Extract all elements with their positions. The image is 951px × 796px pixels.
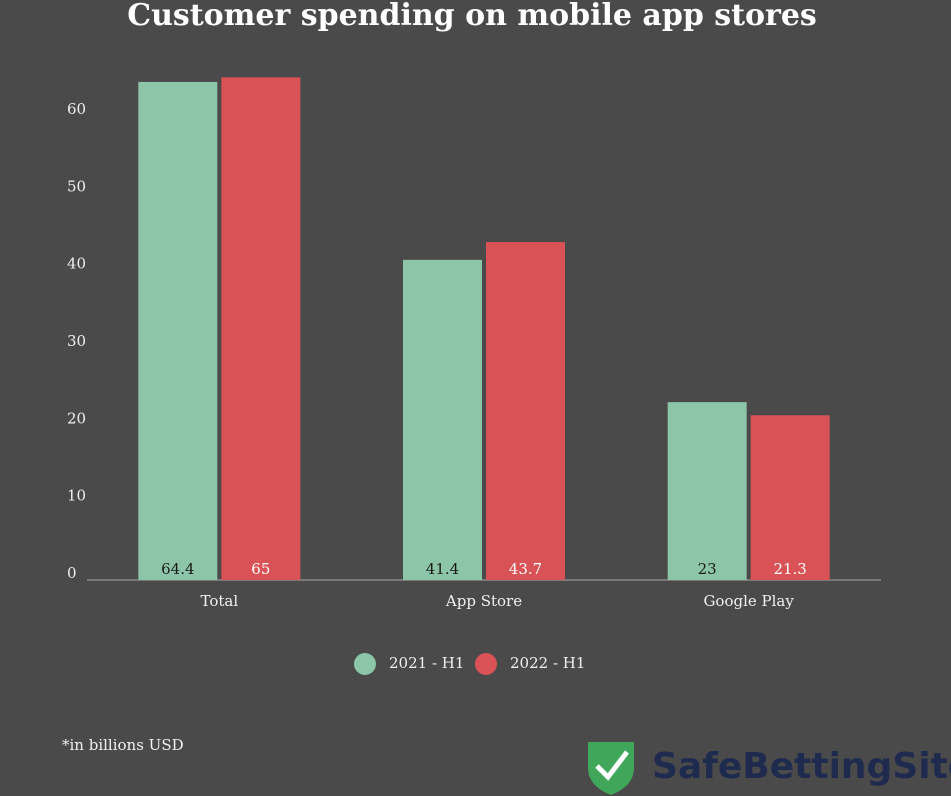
y-tick-label: 10 [67, 487, 86, 505]
chart-title: Customer spending on mobile app stores [127, 0, 817, 33]
x-tick-label: Google Play [703, 592, 794, 610]
footnote: *in billions USD [62, 736, 184, 754]
data-label: 64.4 [161, 560, 194, 578]
logo-check [595, 750, 629, 781]
data-label: 43.7 [509, 560, 542, 578]
legend-swatch [354, 653, 376, 675]
y-tick-label: 20 [67, 409, 86, 427]
legend-label: 2022 - H1 [510, 654, 585, 672]
bar [750, 415, 830, 580]
x-tick-label: App Store [445, 592, 522, 610]
y-tick-label: 0 [67, 564, 77, 582]
bar [138, 81, 218, 581]
x-tick-label: Total [201, 592, 239, 610]
data-label: 23 [698, 560, 717, 578]
data-label: 41.4 [426, 560, 459, 578]
data-label: 21.3 [773, 560, 806, 578]
logo: SafeBettingSites [588, 742, 951, 795]
legend-label: 2021 - H1 [389, 654, 464, 672]
bar [403, 259, 482, 580]
y-tick-label: 30 [67, 332, 86, 350]
y-tick-label: 50 [67, 177, 86, 195]
bar [486, 242, 565, 580]
data-label: 65 [251, 560, 270, 578]
y-tick-label: 40 [67, 255, 86, 273]
bar [667, 402, 747, 580]
y-tick-label: 60 [67, 100, 86, 118]
legend-swatch [475, 653, 497, 675]
bar [221, 77, 301, 580]
logo-text: SafeBettingSites [652, 746, 951, 787]
